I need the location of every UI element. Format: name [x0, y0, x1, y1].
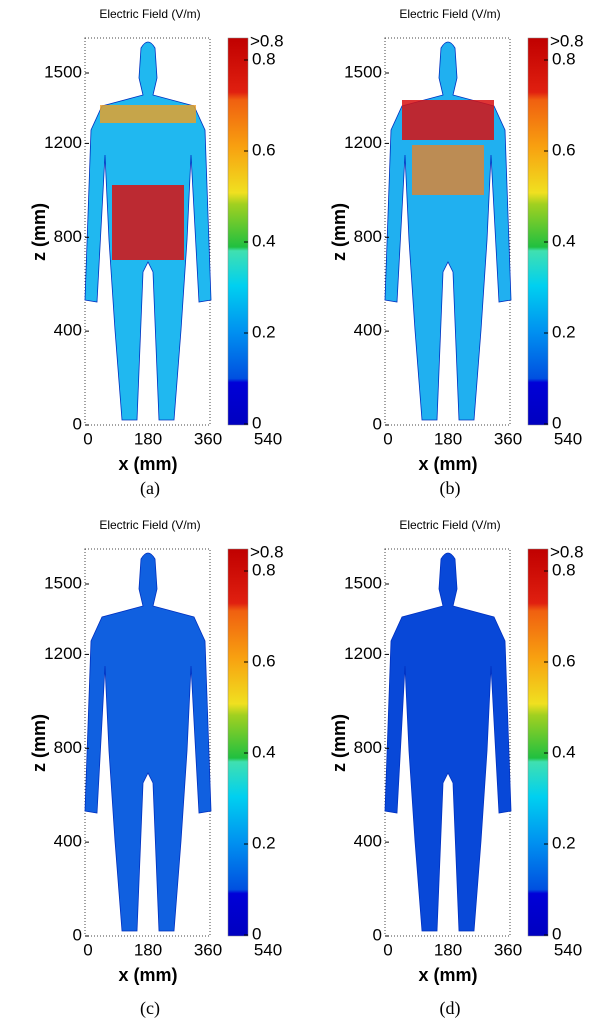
x-tick-label: 180 — [434, 429, 462, 448]
x-tick-label: 360 — [494, 940, 522, 959]
colorbar-tick-label: 0.6 — [252, 140, 276, 159]
colorbar-tick-label: 0.6 — [552, 651, 576, 670]
z-tick-label: 1500 — [44, 573, 82, 592]
colorbar — [527, 548, 549, 937]
plot-frame — [384, 548, 511, 937]
colorbar — [227, 548, 249, 937]
z-tick-label: 1200 — [344, 644, 382, 663]
colorbar-tick-label: 0.4 — [252, 742, 276, 761]
colorbar-tick-label: 0.4 — [552, 742, 576, 761]
plot-frame — [84, 548, 211, 937]
plot-frame — [84, 37, 211, 426]
x-tick-label: 540 — [554, 940, 582, 959]
hot-region — [112, 185, 184, 260]
z-axis-label: z (mm) — [29, 714, 49, 772]
z-tick-label: 0 — [73, 414, 82, 433]
panel: Electric Field (V/m) 0 400 800 1200 1500 z (mm… — [329, 7, 584, 499]
x-tick-label: 360 — [194, 429, 222, 448]
colorbar — [227, 37, 249, 426]
colorbar-tick-label: 0.4 — [252, 231, 276, 250]
panel-title: Electric Field (V/m) — [399, 518, 500, 532]
colorbar-top-label: >0.8 — [250, 542, 284, 561]
z-tick-label: 0 — [373, 925, 382, 944]
colorbar-tick-label: 0 — [552, 413, 561, 432]
z-tick-label: 400 — [354, 321, 382, 340]
z-tick-label: 0 — [73, 925, 82, 944]
colorbar-tick-label: 0.8 — [252, 560, 276, 579]
colorbar-tick-label: 0.2 — [552, 833, 576, 852]
x-tick-label: 0 — [383, 429, 392, 448]
z-tick-label: 400 — [54, 321, 82, 340]
colorbar-tick-label: 0.8 — [552, 560, 576, 579]
colorbar-tick-label: 0.2 — [252, 322, 276, 341]
z-tick-label: 400 — [354, 832, 382, 851]
panel: Electric Field (V/m) 0 400 800 1200 1500 z (mm… — [29, 518, 284, 1019]
x-tick-label: 180 — [134, 940, 162, 959]
panel-title: Electric Field (V/m) — [99, 7, 200, 21]
colorbar-tick-label: 0.2 — [552, 322, 576, 341]
z-tick-label: 0 — [373, 414, 382, 433]
x-axis-label: x (mm) — [118, 454, 177, 474]
x-tick-label: 360 — [494, 429, 522, 448]
panel: Electric Field (V/m) 0 400 800 1200 1500 z (mm… — [29, 7, 284, 499]
caption: (d) — [440, 998, 461, 1019]
z-tick-label: 800 — [54, 227, 82, 246]
body-map — [384, 41, 512, 421]
caption: (c) — [140, 998, 160, 1019]
x-axis-label: x (mm) — [118, 965, 177, 985]
colorbar-top-label: >0.8 — [250, 31, 284, 50]
panel-title: Electric Field (V/m) — [399, 7, 500, 21]
x-tick-label: 0 — [383, 940, 392, 959]
colorbar-tick-label: 0 — [252, 924, 261, 943]
colorbar-tick-label: 0.6 — [552, 140, 576, 159]
x-tick-label: 540 — [554, 429, 582, 448]
z-axis-label: z (mm) — [329, 203, 349, 261]
x-tick-label: 540 — [254, 429, 282, 448]
x-axis-label: x (mm) — [418, 965, 477, 985]
colorbar-tick-label: 0.8 — [252, 49, 276, 68]
body-map — [84, 552, 212, 932]
hot-region — [402, 100, 494, 140]
z-tick-label: 1200 — [344, 133, 382, 152]
colorbar-top-label: >0.8 — [550, 31, 584, 50]
panel-title: Electric Field (V/m) — [99, 518, 200, 532]
z-tick-label: 800 — [54, 738, 82, 757]
z-tick-label: 400 — [54, 832, 82, 851]
z-tick-label: 1500 — [344, 62, 382, 81]
z-tick-label: 1500 — [344, 573, 382, 592]
plot-frame — [384, 37, 511, 426]
colorbar-tick-label: 0.8 — [552, 49, 576, 68]
z-tick-label: 1200 — [44, 644, 82, 663]
x-tick-label: 360 — [194, 940, 222, 959]
x-tick-label: 0 — [83, 940, 92, 959]
z-tick-label: 1500 — [44, 62, 82, 81]
caption: (b) — [440, 478, 461, 499]
x-axis-label: x (mm) — [418, 454, 477, 474]
colorbar-tick-label: 0.2 — [252, 833, 276, 852]
colorbar-tick-label: 0.4 — [552, 231, 576, 250]
x-tick-label: 0 — [83, 429, 92, 448]
colorbar-top-label: >0.8 — [550, 542, 584, 561]
x-tick-label: 540 — [254, 940, 282, 959]
z-tick-label: 800 — [354, 738, 382, 757]
colorbar-tick-label: 0.6 — [252, 651, 276, 670]
hot-region — [100, 105, 196, 123]
x-tick-label: 180 — [434, 940, 462, 959]
z-tick-label: 800 — [354, 227, 382, 246]
colorbar-tick-label: 0 — [252, 413, 261, 432]
colorbar-tick-label: 0 — [552, 924, 561, 943]
caption: (a) — [140, 478, 160, 499]
x-tick-label: 180 — [134, 429, 162, 448]
z-tick-label: 1200 — [44, 133, 82, 152]
z-axis-label: z (mm) — [329, 714, 349, 772]
z-axis-label: z (mm) — [29, 203, 49, 261]
body-map — [384, 552, 512, 932]
panel: Electric Field (V/m) 0 400 800 1200 1500 z (mm… — [329, 518, 584, 1019]
colorbar — [527, 37, 549, 426]
hot-region — [412, 145, 484, 195]
